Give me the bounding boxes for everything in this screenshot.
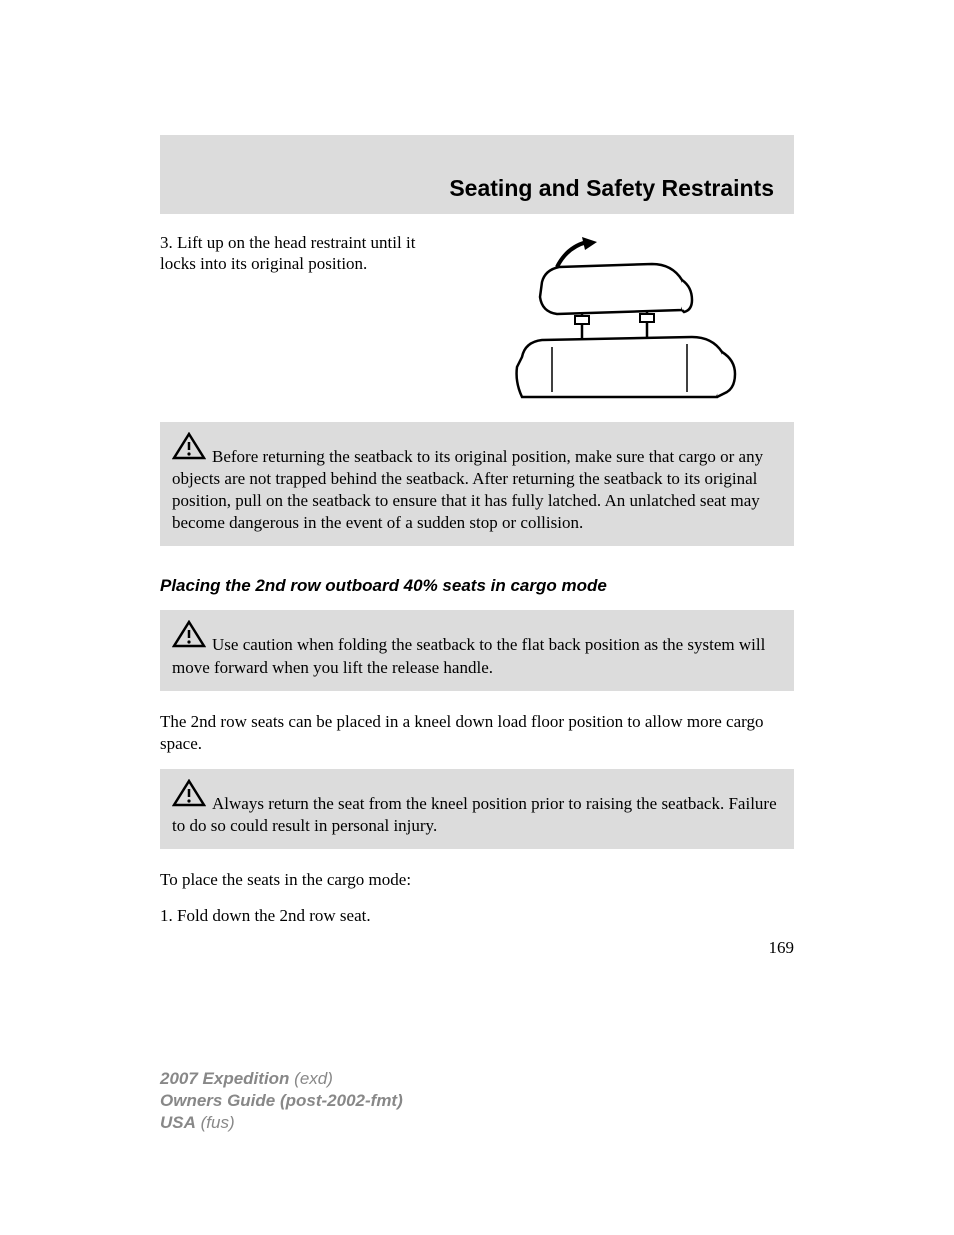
warning-3-text: Always return the seat from the kneel po…	[172, 779, 782, 837]
step-3-text: 3. Lift up on the head restraint until i…	[160, 232, 420, 402]
warning-triangle-icon	[172, 779, 206, 813]
section-title: Seating and Safety Restraints	[180, 175, 774, 202]
footer-line-3: USA (fus)	[160, 1112, 403, 1134]
footer-model: 2007 Expedition	[160, 1069, 289, 1088]
footer-block: 2007 Expedition (exd) Owners Guide (post…	[160, 1068, 403, 1134]
warning-box-3: Always return the seat from the kneel po…	[160, 769, 794, 849]
step-3-row: 3. Lift up on the head restraint until i…	[160, 232, 794, 402]
footer-region-code: (fus)	[201, 1113, 235, 1132]
footer-region: USA	[160, 1113, 196, 1132]
footer-line-1: 2007 Expedition (exd)	[160, 1068, 403, 1090]
warning-3-content: Always return the seat from the kneel po…	[172, 794, 777, 835]
warning-2-text: Use caution when folding the seatback to…	[172, 620, 782, 678]
warning-1-text: Before returning the seatback to its ori…	[172, 432, 782, 534]
footer-model-code: (exd)	[294, 1069, 333, 1088]
warning-box-2: Use caution when folding the seatback to…	[160, 610, 794, 690]
page-number: 169	[769, 938, 795, 958]
seat-headrest-illustration	[430, 232, 794, 402]
step-1-fold: 1. Fold down the 2nd row seat.	[160, 905, 794, 927]
footer-guide: Owners Guide (post-2002-fmt)	[160, 1090, 403, 1112]
warning-box-1: Before returning the seatback to its ori…	[160, 422, 794, 546]
subheading-cargo-mode: Placing the 2nd row outboard 40% seats i…	[160, 576, 794, 596]
paragraph-cargo-intro: To place the seats in the cargo mode:	[160, 869, 794, 891]
paragraph-kneel-down: The 2nd row seats can be placed in a kne…	[160, 711, 794, 755]
warning-2-content: Use caution when folding the seatback to…	[172, 636, 765, 677]
section-header-band: Seating and Safety Restraints	[160, 135, 794, 214]
warning-1-content: Before returning the seatback to its ori…	[172, 447, 763, 532]
warning-triangle-icon	[172, 432, 206, 466]
warning-triangle-icon	[172, 620, 206, 654]
